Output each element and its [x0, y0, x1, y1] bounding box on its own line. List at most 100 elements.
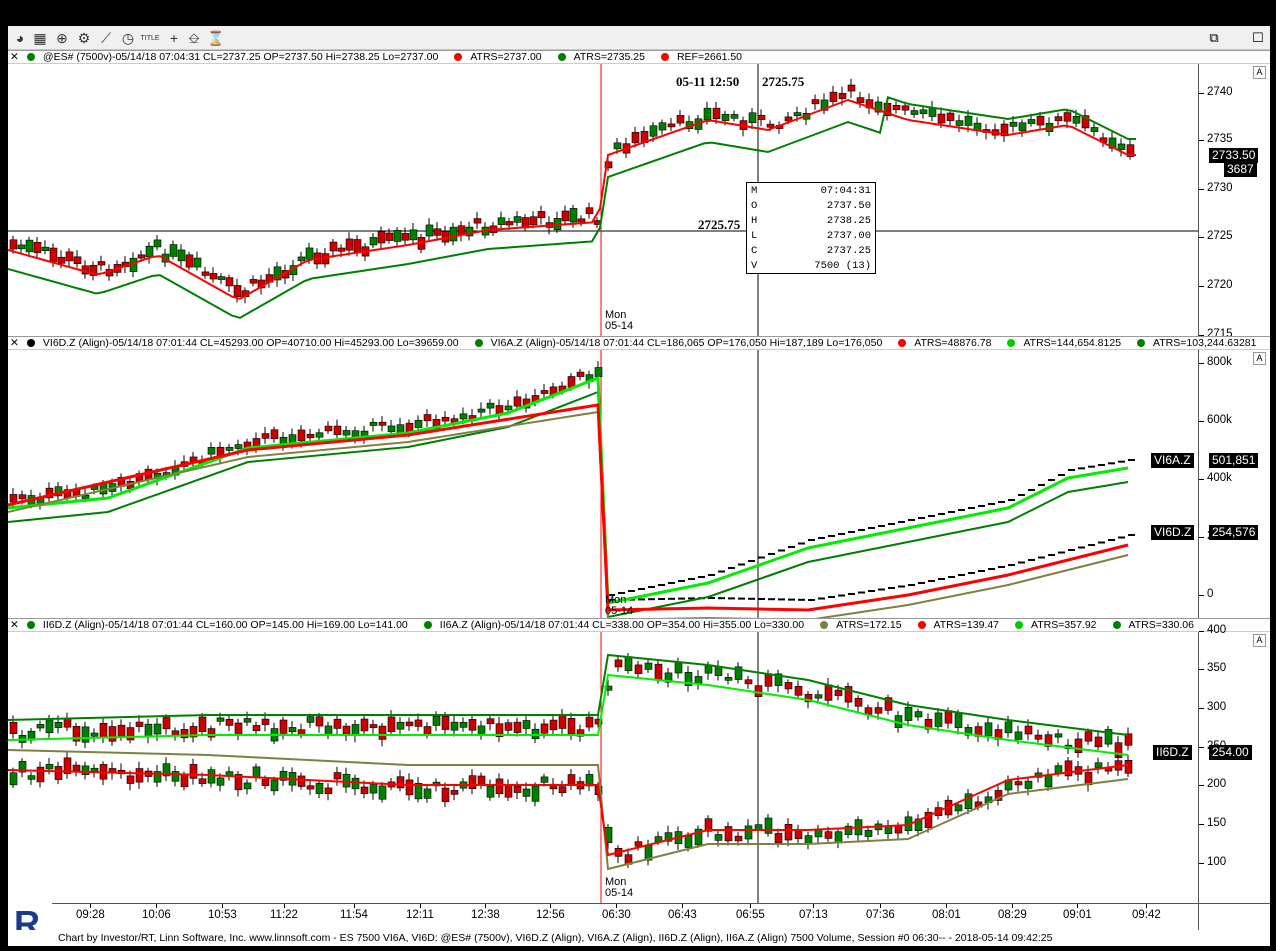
- session-marker: Mon 05-14: [605, 310, 633, 332]
- ii6a-candle-body: [117, 724, 126, 739]
- ii6a-candle-body: [784, 682, 793, 690]
- tooltip-key: L: [751, 230, 758, 242]
- ii6d-candle-body: [864, 829, 873, 837]
- axis-tick-label: 150: [1198, 817, 1227, 829]
- ii6d-candle-body: [684, 835, 693, 848]
- ii6d-candle-body: [297, 775, 306, 787]
- maximize-window-button[interactable]: ☐: [1252, 30, 1264, 45]
- es-candle-body: [465, 226, 474, 237]
- pane-scale-button[interactable]: A: [1253, 352, 1266, 365]
- es-candle-body: [766, 123, 775, 128]
- series-color-dot[interactable]: [423, 621, 432, 629]
- ii6a-candle-body: [549, 719, 558, 731]
- pane-scale-button[interactable]: A: [1253, 634, 1266, 647]
- ii6d-candle-body: [369, 784, 378, 794]
- ii6d-candle-body: [18, 761, 27, 773]
- es-candle-body: [667, 123, 676, 128]
- ii6-pane[interactable]: [8, 632, 1198, 903]
- es-candle-body: [329, 241, 338, 252]
- series-color-dot[interactable]: [898, 339, 907, 347]
- session-date: 05-14: [605, 605, 634, 617]
- header-item: VI6D.Z (Align)-05/14/18 07:01:44 CL=4529…: [26, 337, 467, 349]
- ii6d-candle-body: [333, 772, 342, 780]
- close-pane-icon[interactable]: ✕: [10, 51, 19, 63]
- es-candle-body: [305, 247, 314, 260]
- ii6a-candle-body: [306, 716, 315, 723]
- time-tick-mark: [90, 904, 91, 908]
- time-tick-mark: [813, 904, 814, 908]
- series-color-dot[interactable]: [474, 339, 483, 347]
- gear-icon[interactable]: ⚙: [77, 29, 91, 46]
- es-candle-body: [585, 207, 594, 214]
- tooltip-row: O 2737.50: [751, 199, 871, 214]
- title-icon[interactable]: TITLE: [140, 28, 160, 48]
- ii6a-candle-body: [126, 727, 135, 741]
- ii6a-candle-body: [90, 732, 99, 737]
- es-price-pane[interactable]: [8, 64, 1198, 336]
- time-tick-label: 10:06: [142, 909, 171, 921]
- tooltip-value: 2737.25: [826, 245, 871, 257]
- es-price-axis[interactable]: 2740 2735 2730 2725 2720 2715: [1198, 64, 1270, 340]
- ii6a-candle-body: [1074, 738, 1083, 753]
- ii6a-candle-body: [1094, 736, 1103, 748]
- eraser-icon[interactable]: ⎒: [188, 29, 200, 46]
- series-color-dot[interactable]: [1112, 621, 1121, 629]
- atrs-lime-line: [8, 673, 1129, 756]
- es-candle-body: [1072, 116, 1081, 124]
- es-candle-body: [233, 285, 242, 298]
- ii6d-candle-body: [405, 779, 414, 796]
- tooltip-row: M 07:04:31: [751, 184, 871, 199]
- tooltip-key: H: [751, 215, 758, 227]
- restore-window-button[interactable]: ⧉: [1209, 30, 1219, 45]
- zoom-icon[interactable]: ⊕: [56, 29, 68, 46]
- series-color-dot[interactable]: [1137, 339, 1146, 347]
- hourglass-icon[interactable]: ⌛: [207, 29, 225, 46]
- chart-type-icon[interactable]: ▦: [33, 29, 47, 46]
- axis-tick-label: 0: [1198, 588, 1214, 600]
- vi6-pane[interactable]: [8, 350, 1198, 618]
- es-candle-body: [401, 233, 410, 241]
- ii6a-candle-body: [744, 679, 753, 685]
- ii6-axis[interactable]: 400350300250200150100: [1198, 624, 1270, 903]
- series-color-dot[interactable]: [660, 53, 669, 61]
- series-color-dot[interactable]: [454, 53, 463, 61]
- series-color-dot[interactable]: [1007, 339, 1016, 347]
- refresh-icon[interactable]: ◕: [15, 30, 25, 46]
- series-color-dot[interactable]: [26, 53, 35, 61]
- ii6d-candle-body: [724, 826, 733, 842]
- vi6-axis[interactable]: 800k600k400k200k0: [1198, 350, 1270, 618]
- pane-scale-button[interactable]: A: [1253, 66, 1266, 79]
- draw-line-icon[interactable]: ⟋: [101, 29, 111, 46]
- time-axis[interactable]: 09:28 10:06 10:53 11:22 11:54 12:11 12:38 12:56…: [8, 903, 1198, 930]
- es-candle-body: [1000, 123, 1009, 137]
- ii6d-candle-body: [171, 771, 180, 782]
- series-color-dot[interactable]: [557, 53, 566, 61]
- footer-text: Chart by Investor/RT, Linn Software, Inc…: [58, 932, 1053, 944]
- axis-tick-label: 300: [1198, 701, 1227, 713]
- ii6a-candle-body: [423, 726, 432, 736]
- vi6-candle-body: [81, 494, 90, 499]
- header-item: VI6A.Z (Align)-05/14/18 07:01:44 CL=186,…: [474, 337, 891, 349]
- es-candle-body: [703, 107, 712, 121]
- series-color-dot[interactable]: [1015, 621, 1024, 629]
- ii6d-candle-body: [1094, 762, 1103, 768]
- axis-tick-label: 100: [1198, 856, 1227, 868]
- tooltip-key: M: [751, 185, 758, 197]
- series-color-dot[interactable]: [820, 621, 829, 629]
- close-pane-icon[interactable]: ✕: [10, 619, 19, 631]
- ii6d-candle-body: [531, 785, 540, 802]
- es-candle-body: [513, 216, 522, 223]
- series-color-dot[interactable]: [26, 621, 35, 629]
- ii6d-candle-body: [1014, 781, 1023, 786]
- close-pane-icon[interactable]: ✕: [10, 337, 19, 349]
- bar-data-tooltip: M 07:04:31 O 2737.50 H 2738.25 L 2737.00 C 2737.2…: [746, 182, 876, 274]
- header-text: ATRS=330.06: [1128, 619, 1194, 631]
- axis-tick-label: 2735: [1199, 133, 1233, 145]
- header-item: ATRS=144,654.8125: [1007, 337, 1129, 349]
- series-color-dot[interactable]: [917, 621, 926, 629]
- crosshair-icon[interactable]: +: [169, 30, 179, 46]
- ii6a-candle-body: [234, 722, 243, 735]
- ii6a-candle-body: [315, 716, 324, 727]
- alarm-clock-icon[interactable]: ◷: [121, 29, 135, 46]
- series-color-dot[interactable]: [26, 339, 35, 347]
